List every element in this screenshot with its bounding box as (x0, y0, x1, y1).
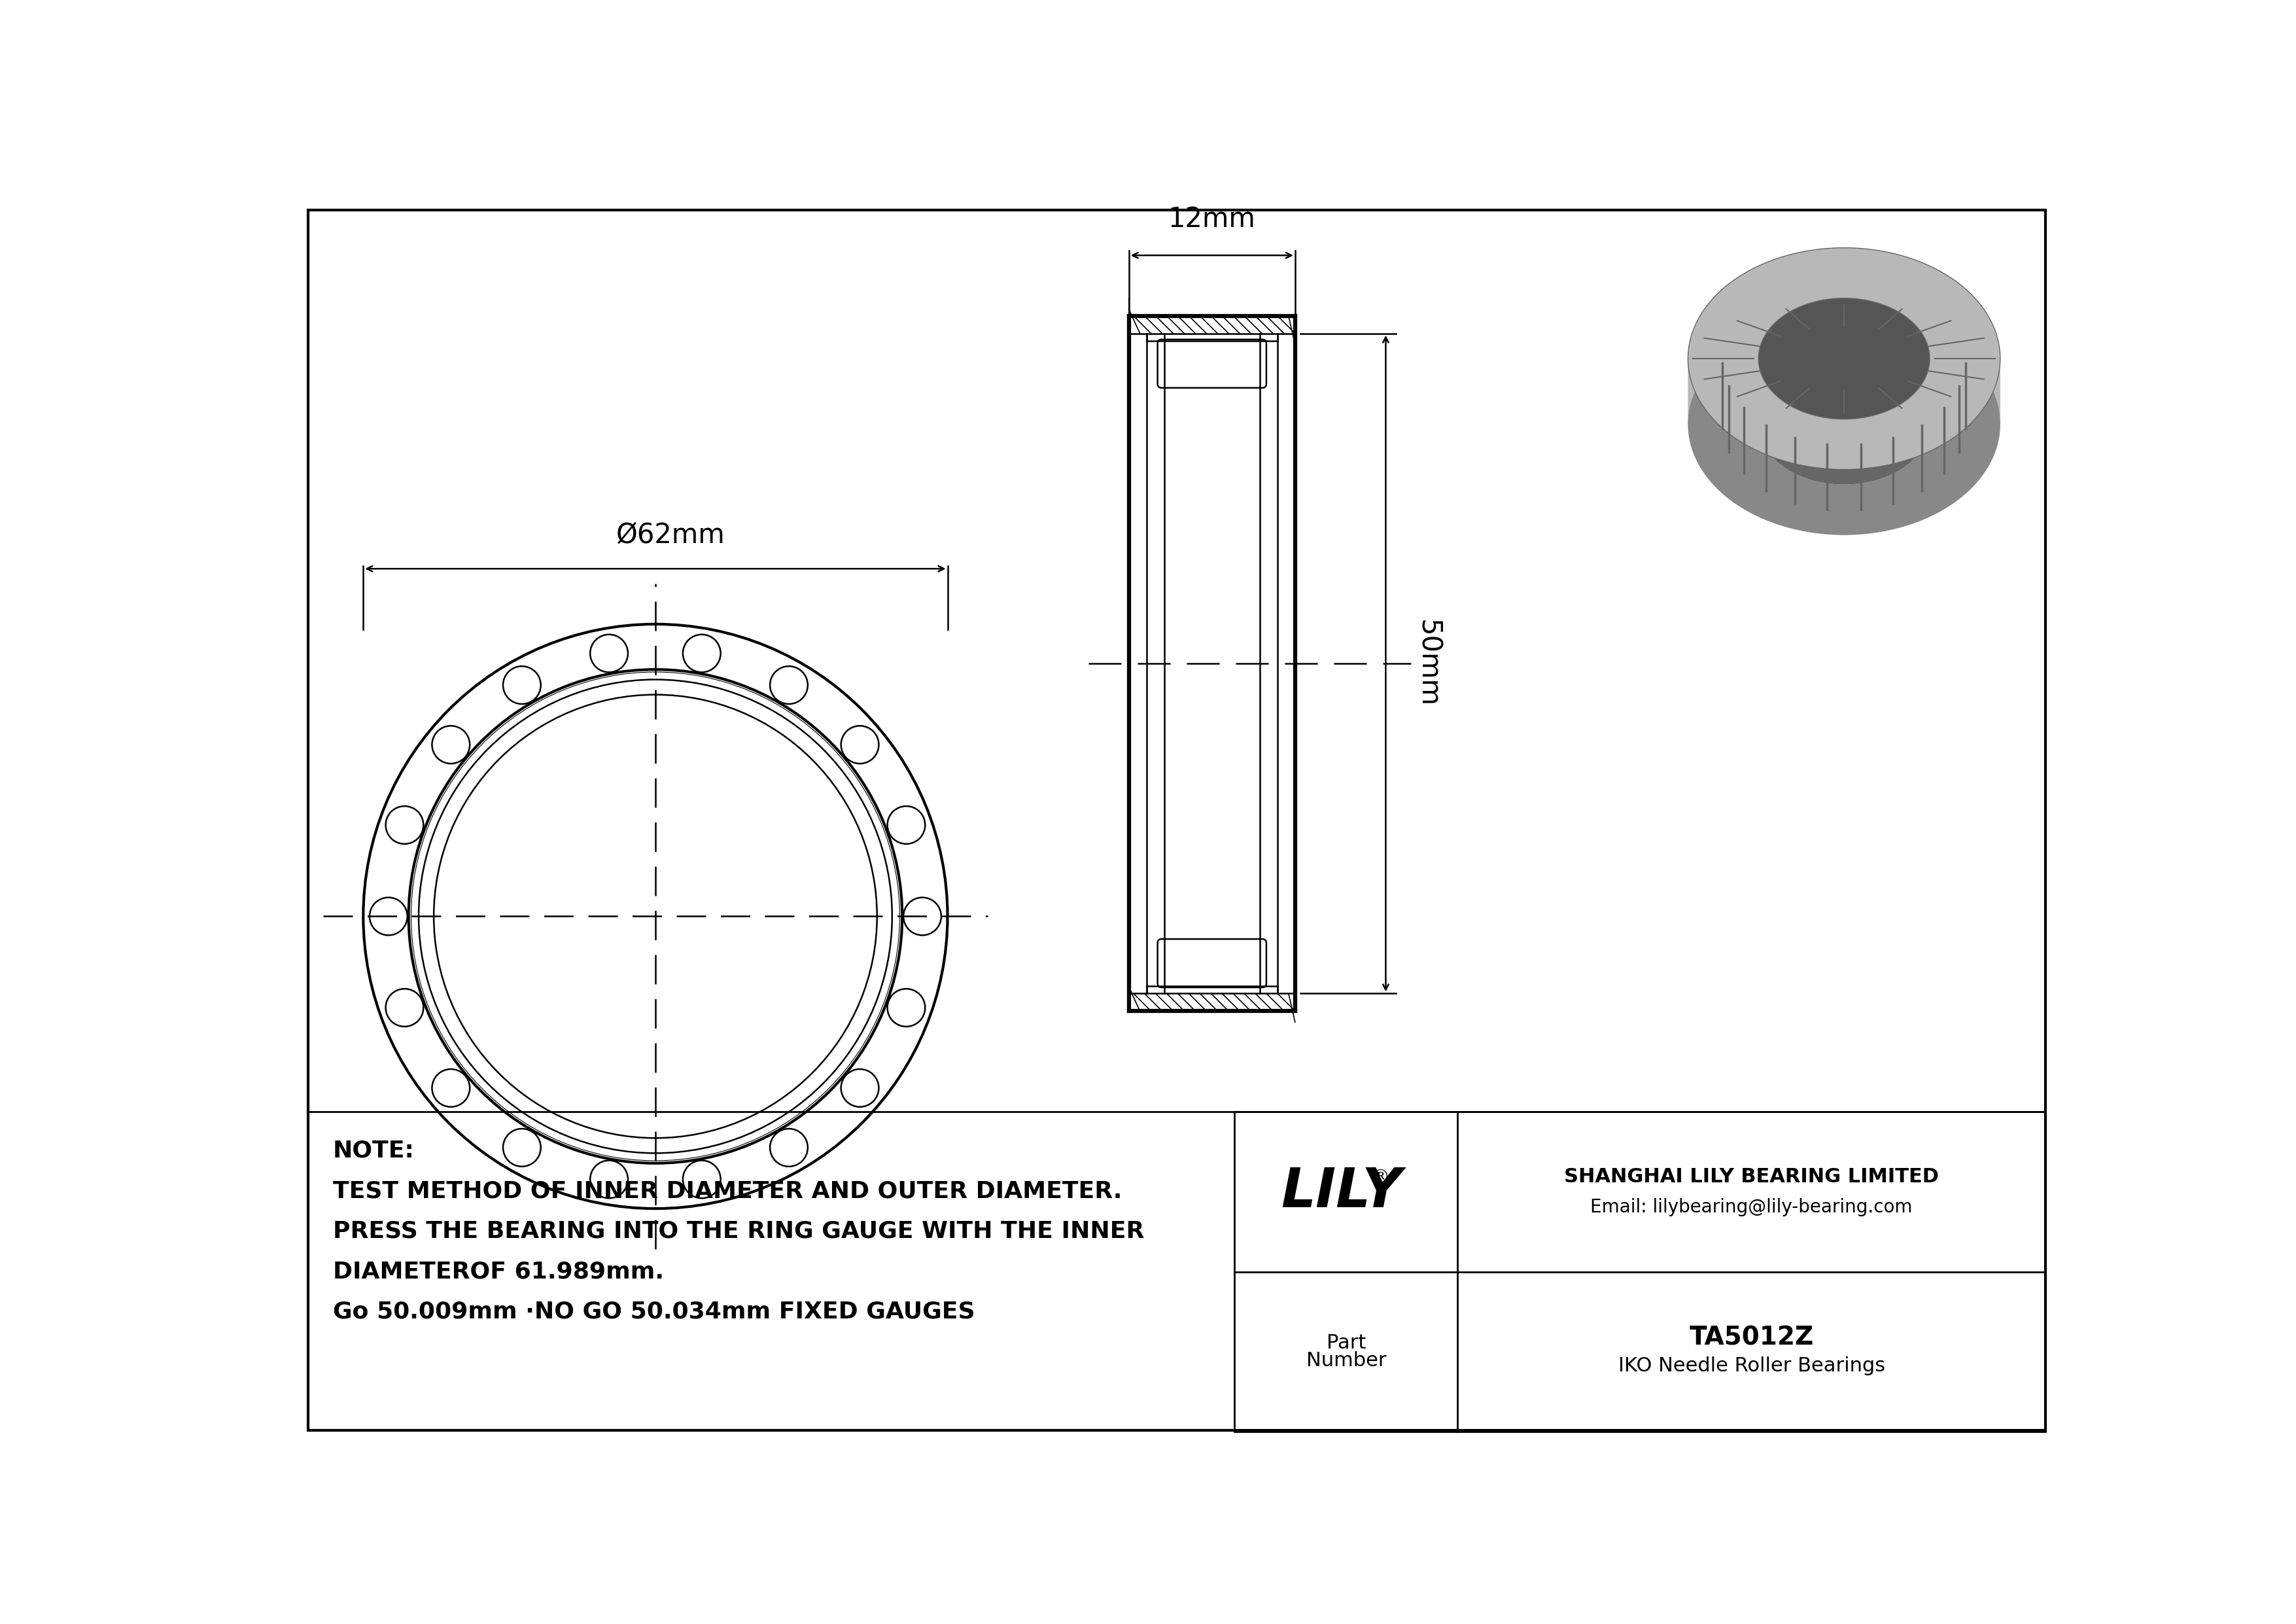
Ellipse shape (1759, 364, 1929, 484)
Text: 50mm: 50mm (1414, 620, 1442, 708)
Text: Email: lilybearing@lily-bearing.com: Email: lilybearing@lily-bearing.com (1591, 1199, 1913, 1216)
Text: Number: Number (1306, 1351, 1387, 1371)
Text: SHANGHAI LILY BEARING LIMITED: SHANGHAI LILY BEARING LIMITED (1564, 1168, 1940, 1186)
Text: 12mm: 12mm (1169, 205, 1256, 232)
Polygon shape (1759, 359, 1929, 484)
Text: IKO Needle Roller Bearings: IKO Needle Roller Bearings (1619, 1356, 1885, 1376)
Text: TA5012Z: TA5012Z (1690, 1325, 1814, 1350)
Text: Go 50.009mm ·NO GO 50.034mm FIXED GAUGES: Go 50.009mm ·NO GO 50.034mm FIXED GAUGES (333, 1301, 976, 1324)
Text: NOTE:: NOTE: (333, 1140, 416, 1161)
Ellipse shape (1688, 248, 2000, 469)
Text: Ø62mm: Ø62mm (615, 521, 726, 549)
Text: Part: Part (1327, 1333, 1366, 1353)
Bar (1235, 1112, 2046, 1432)
Text: TEST METHOD OF INNER DIAMETER AND OUTER DIAMETER.: TEST METHOD OF INNER DIAMETER AND OUTER … (333, 1181, 1123, 1202)
Polygon shape (1688, 359, 2000, 534)
Text: DIAMETEROF 61.989mm.: DIAMETEROF 61.989mm. (333, 1260, 664, 1283)
Ellipse shape (1759, 299, 1929, 419)
Text: ®: ® (1371, 1169, 1389, 1187)
Text: PRESS THE BEARING INTO THE RING GAUGE WITH THE INNER: PRESS THE BEARING INTO THE RING GAUGE WI… (333, 1220, 1143, 1242)
Text: LILY: LILY (1281, 1166, 1401, 1218)
Ellipse shape (1688, 313, 2000, 534)
